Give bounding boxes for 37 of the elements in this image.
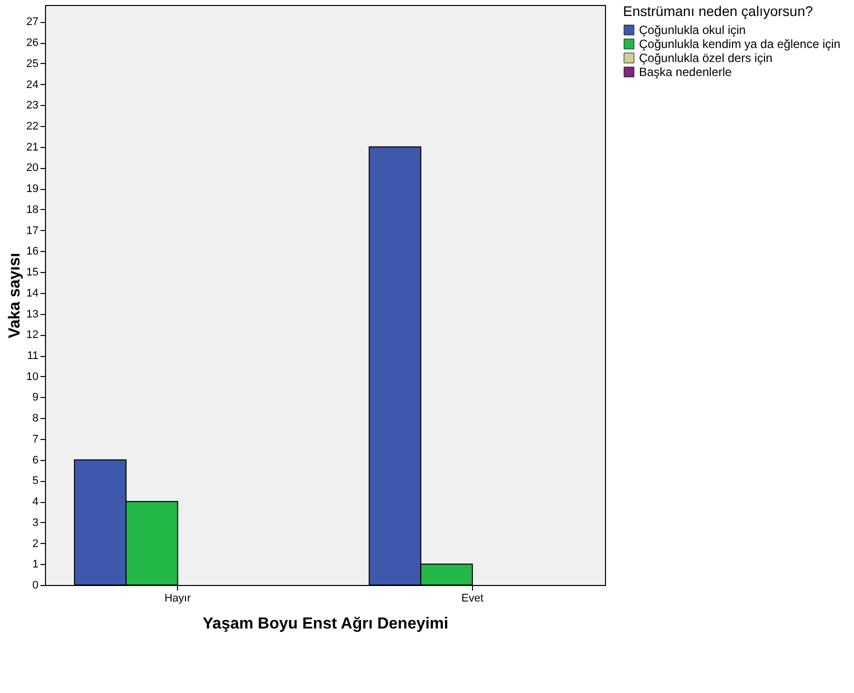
y-tick-label: 22 [26, 120, 38, 133]
y-tick-label: 23 [26, 100, 38, 112]
y-tick-label: 17 [26, 224, 38, 237]
y-tick-label: 12 [26, 329, 38, 342]
y-tick-label: 24 [26, 78, 38, 91]
y-axis-title: Vaka sayısı [6, 252, 24, 338]
y-tick-label: 8 [32, 412, 38, 425]
legend-label: Çoğunlukla okul için [639, 23, 746, 37]
x-axis-title: Yaşam Boyu Enst Ağrı Deneyimi [202, 616, 448, 632]
y-tick-label: 20 [26, 162, 38, 174]
y-tick-label: 27 [26, 16, 38, 28]
y-tick-label: 1 [32, 558, 38, 571]
y-tick-label: 11 [27, 350, 38, 362]
y-tick-label: 14 [26, 287, 38, 300]
y-tick-label: 13 [26, 308, 38, 320]
legend-label: Çoğunlukla kendim ya da eğlence için [639, 37, 840, 51]
y-tick-label: 5 [32, 475, 38, 488]
y-tick-label: 3 [32, 516, 38, 529]
x-tick-label: Hayır [164, 592, 192, 604]
y-tick-label: 4 [32, 496, 38, 508]
y-tick-label: 15 [26, 266, 38, 279]
y-tick-label: 19 [26, 183, 38, 196]
y-tick-label: 2 [32, 538, 38, 550]
y-tick-label: 7 [32, 433, 38, 446]
legend-label: Çoğunlukla özel ders için [639, 51, 772, 65]
y-tick-label: 25 [26, 58, 38, 70]
x-tick-label: Evet [461, 592, 484, 604]
legend-title: Enstrümanı neden çalıyorsun? [623, 3, 814, 19]
y-tick-label: 16 [26, 246, 38, 258]
y-tick-label: 6 [32, 454, 38, 466]
y-tick-label: 26 [26, 37, 38, 50]
y-tick-label: 9 [32, 392, 38, 404]
y-tick-label: 21 [26, 141, 38, 154]
y-tick-label: 0 [32, 580, 38, 592]
legend-label: Başka nedenlerle [639, 65, 732, 79]
y-tick-label: 10 [26, 370, 38, 383]
y-tick-label: 18 [26, 204, 38, 216]
